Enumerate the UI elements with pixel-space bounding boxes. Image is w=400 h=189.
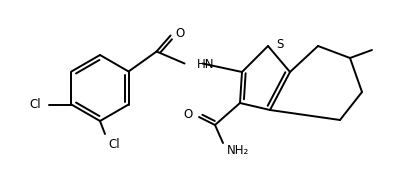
Text: NH₂: NH₂ — [227, 145, 249, 157]
Text: S: S — [276, 39, 283, 51]
Text: HN: HN — [196, 58, 214, 71]
Text: Cl: Cl — [30, 98, 42, 111]
Text: O: O — [184, 108, 193, 122]
Text: Cl: Cl — [108, 138, 120, 150]
Text: O: O — [176, 27, 185, 40]
